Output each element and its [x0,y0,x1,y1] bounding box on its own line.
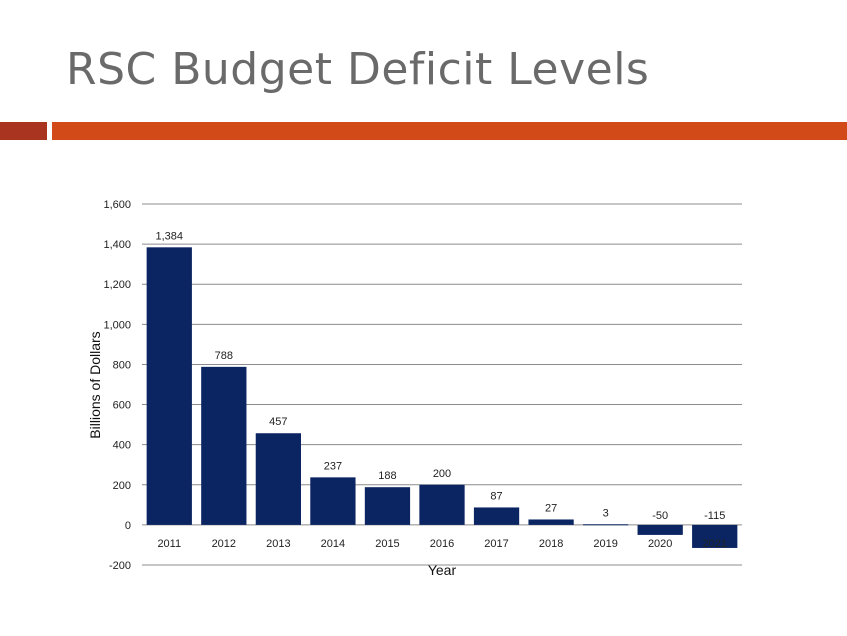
bar [310,477,356,525]
x-tick-label: 2011 [157,538,181,550]
y-tick-label: 1,600 [103,199,131,211]
y-tick-label: 1,200 [103,279,131,291]
y-axis-ticks: 1,600 1,400 1,200 1,000 800 600 400 200 0 -200 [103,199,131,572]
x-tick-label: 2016 [430,538,454,550]
y-tick-label: 1,000 [103,319,131,331]
bar [528,519,574,525]
data-label: 87 [490,490,502,502]
bar [637,524,683,535]
x-tick-label: 2014 [321,538,345,550]
x-tick-label: 2015 [375,538,399,550]
data-labels: 1,384 788 457 237 188 200 87 27 3 -50 -115 [156,230,726,522]
y-tick-label: 1,400 [103,239,131,251]
bar [146,247,192,525]
x-tick-label: 2020 [648,538,672,550]
x-axis-title: Year [428,562,457,578]
slide-title: RSC Budget Deficit Levels [66,44,650,95]
data-label: 200 [433,468,451,480]
bar [473,507,520,525]
x-tick-label: 2021 [702,538,726,550]
data-label: -50 [652,510,668,522]
x-tick-label: 2019 [593,538,617,550]
data-label: 3 [603,507,609,519]
accent-bar-long [52,122,847,140]
bar [692,524,738,548]
data-label: 788 [215,350,233,362]
data-label: -115 [704,510,725,522]
y-tick-label: 600 [113,400,131,412]
y-tick-label: -200 [109,560,131,572]
data-label: 457 [269,416,287,428]
bar [364,487,411,525]
x-tick-label: 2018 [539,538,563,550]
y-tick-label: 800 [113,359,131,371]
data-label: 237 [324,460,342,472]
x-tick-label: 2012 [212,538,236,550]
y-axis-title: Billions of Dollars [87,331,103,438]
x-tick-label: 2013 [266,538,290,550]
y-tick-label: 0 [125,520,131,532]
bars [146,247,738,548]
x-axis-ticks: 2011 2012 2013 2014 2015 2016 2017 2018 2019 2020… [157,538,727,550]
accent-bar-short [0,122,47,140]
x-tick-label: 2017 [484,538,508,550]
data-label: 188 [378,470,396,482]
bar [419,484,465,525]
bar [255,433,301,525]
y-tick-label: 400 [113,440,131,452]
y-tick-label: 200 [113,480,131,492]
data-label: 27 [545,502,557,514]
bar [201,366,247,525]
data-label: 1,384 [156,230,184,242]
bar [583,524,629,526]
